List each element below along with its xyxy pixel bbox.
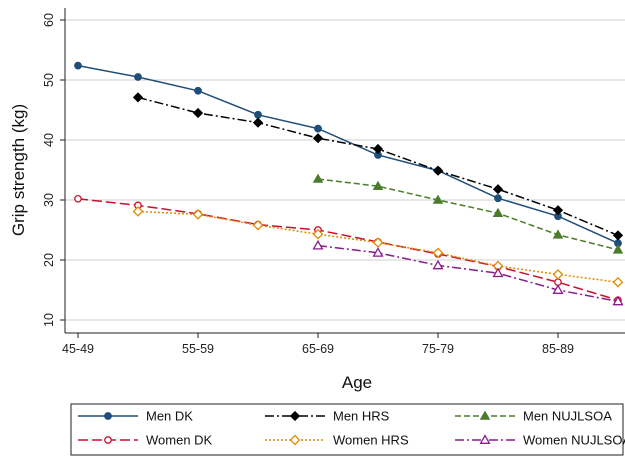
data-point-men-hrs-9	[612, 230, 624, 241]
y-tick-label-20: 20	[42, 253, 56, 267]
series-women-hrs	[132, 206, 624, 288]
data-point-men-nujlsoa-3	[432, 194, 444, 204]
x-tick-label-85-89: 85-89	[542, 342, 574, 356]
data-point-women-nujlsoa-1	[312, 239, 324, 250]
legend-label-men-dk: Men DK	[146, 409, 193, 424]
data-point-women-hrs-6	[432, 247, 444, 259]
y-tick-label-30: 30	[42, 193, 56, 207]
gridlines	[65, 19, 625, 321]
legend-label-women-dk: Women DK	[146, 433, 213, 448]
legend-marker-men-hrs	[289, 410, 301, 422]
data-point-men-nujlsoa-6	[612, 244, 624, 254]
data-point-men-hrs-8	[552, 205, 564, 216]
data-point-men-hrs-6	[432, 165, 444, 176]
data-point-men-dk-4	[254, 110, 262, 119]
data-point-men-dk-1	[74, 61, 82, 70]
plot-background	[65, 8, 625, 333]
data-point-women-nujlsoa-6	[612, 295, 624, 306]
data-point-women-hrs-3	[252, 219, 264, 231]
legend-marker-men-nujlsoa	[479, 410, 491, 420]
legend-label-women-hrs: Women HRS	[333, 433, 409, 448]
series	[74, 61, 624, 306]
data-point-women-nujlsoa-2	[372, 247, 384, 257]
data-point-women-nujlsoa-4	[492, 267, 504, 278]
legend-label-men-nujlsoa: Men NUJLSOA	[523, 409, 612, 424]
legend: Men DK Men HRS Men NUJLSOA Women DK Women HR…	[70, 403, 625, 456]
y-tick-label-60: 60	[42, 13, 56, 27]
x-axis-title: Age	[342, 373, 372, 392]
data-point-women-hrs-2	[192, 209, 204, 220]
legend-marker-women-hrs	[289, 434, 301, 446]
x-tick-label-65-69: 65-69	[302, 342, 334, 356]
series-women-nujlsoa	[312, 239, 624, 306]
data-point-women-hrs-5	[372, 237, 384, 248]
y-axis-title: Grip strength (kg)	[9, 104, 28, 236]
x-tick-label-55-59: 55-59	[182, 342, 214, 356]
series-line-women-hrs	[137, 210, 619, 283]
legend-marker-women-dk	[104, 436, 112, 444]
data-point-men-hrs-3	[252, 117, 264, 128]
y-tick-label-40: 40	[42, 133, 56, 147]
data-point-men-hrs-1	[132, 92, 144, 103]
data-point-men-nujlsoa-2	[372, 180, 384, 190]
data-point-men-nujlsoa-1	[312, 173, 324, 183]
series-men-hrs	[132, 92, 624, 241]
axes	[64, 8, 625, 334]
data-point-men-dk-8	[494, 194, 502, 203]
y-tick-label-50: 50	[42, 73, 56, 87]
data-point-women-hrs-1	[132, 206, 144, 217]
data-point-men-nujlsoa-5	[552, 229, 564, 239]
legend-box	[70, 403, 624, 456]
data-point-women-dk-1	[74, 194, 82, 203]
legend-label-men-hrs: Men HRS	[333, 409, 390, 424]
x-tick-label-75-79: 75-79	[422, 342, 454, 356]
data-point-women-hrs-4	[312, 228, 324, 240]
data-point-men-dk-2	[134, 73, 142, 81]
y-tick-label-10: 10	[42, 313, 56, 327]
legend-label-women-nujlsoa: Women NUJLSOA	[523, 433, 625, 448]
data-point-men-dk-3	[194, 86, 202, 95]
legend-marker-men-dk	[104, 412, 112, 420]
data-point-men-hrs-2	[192, 107, 204, 119]
data-point-men-hrs-4	[312, 133, 324, 144]
series-line-men-dk	[77, 64, 619, 244]
data-point-women-nujlsoa-5	[552, 284, 564, 294]
x-tick-label-45-49: 45-49	[62, 342, 94, 356]
data-point-women-nujlsoa-3	[432, 259, 444, 270]
data-point-men-hrs-5	[372, 143, 384, 155]
data-point-men-nujlsoa-4	[492, 207, 504, 217]
data-point-women-hrs-8	[552, 269, 564, 280]
data-point-men-hrs-7	[492, 184, 504, 195]
x-ticks: 45-49 55-59 65-69 75-79 85-89	[62, 333, 574, 356]
series-line-men-nujlsoa	[317, 178, 619, 251]
legend-marker-women-nujlsoa	[479, 434, 491, 444]
series-line-women-dk	[77, 198, 619, 301]
series-men-nujlsoa	[312, 173, 624, 254]
data-point-men-dk-5	[314, 124, 322, 133]
data-point-women-hrs-9	[612, 276, 624, 288]
y-ticks: 10 20 30 40 50 60	[42, 13, 65, 327]
